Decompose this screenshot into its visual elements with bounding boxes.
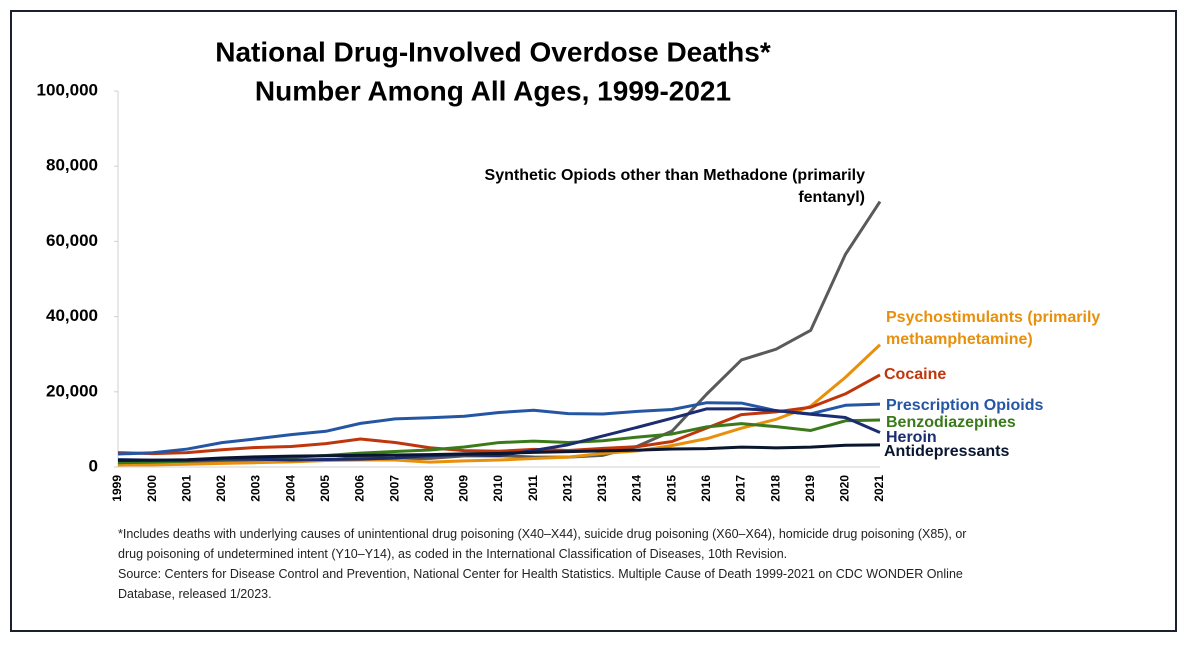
y-tick-label: 40,000 <box>46 306 98 325</box>
x-tick-label: 2008 <box>422 475 436 502</box>
y-tick-label: 80,000 <box>46 156 98 175</box>
y-tick-label: 60,000 <box>46 231 98 250</box>
x-tick-label: 2013 <box>595 475 609 502</box>
y-tick-label: 0 <box>89 456 98 475</box>
x-tick-label: 2001 <box>179 475 193 502</box>
legend-label: Benzodiazepines <box>886 414 1016 431</box>
x-tick-label: 2005 <box>318 475 332 502</box>
x-tick-label: 2020 <box>838 475 852 502</box>
x-tick-label: 2012 <box>560 475 574 502</box>
legend-label: Prescription Opioids <box>886 397 1044 414</box>
series-line <box>117 401 881 456</box>
x-tick-label: 2000 <box>145 475 159 502</box>
legend-label: Heroin <box>886 429 937 446</box>
chart-subtitle: Number Among All Ages, 1999-2021 <box>255 75 731 106</box>
frame <box>10 10 1177 632</box>
x-tick-label: 2002 <box>214 475 228 502</box>
x-tick-label: 2014 <box>630 475 644 502</box>
footnote: *Includes deaths with underlying causes … <box>118 527 967 561</box>
x-tick-label: 2016 <box>699 475 713 502</box>
x-tick-label: 2015 <box>664 475 678 502</box>
chart-title: National Drug-Involved Overdose Deaths* <box>215 36 771 67</box>
legend-label: Antidepressants <box>884 443 1010 460</box>
x-tick-label: 2017 <box>734 475 748 502</box>
legend-label: Psychostimulants (primarily methamphetam… <box>886 309 1101 348</box>
x-tick-label: 2019 <box>803 475 817 502</box>
y-tick-label: 100,000 <box>37 80 98 99</box>
legend-label: Cocaine <box>884 366 947 383</box>
x-tick-label: 2018 <box>768 475 782 502</box>
x-tick-label: 2009 <box>457 475 471 502</box>
x-tick-label: 2011 <box>526 475 540 501</box>
x-tick-label: 2004 <box>283 475 297 502</box>
x-tick-label: 2021 <box>872 475 886 502</box>
series-line <box>117 443 881 462</box>
source: Source: Centers for Disease Control and … <box>118 567 963 601</box>
series-line <box>117 407 881 462</box>
series-line <box>117 373 881 456</box>
x-tick-label: 2003 <box>249 475 263 502</box>
x-tick-label: 2007 <box>387 475 401 502</box>
x-tick-label: 1999 <box>110 475 124 502</box>
x-tick-label: 2006 <box>353 475 367 502</box>
y-tick-label: 20,000 <box>46 381 98 400</box>
legend-label: Synthetic Opiods other than Methadone (p… <box>484 167 865 206</box>
x-tick-label: 2010 <box>491 475 505 502</box>
